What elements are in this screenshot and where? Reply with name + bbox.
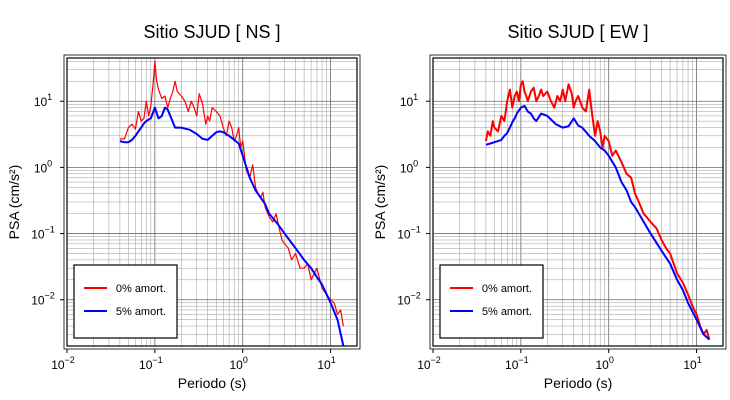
legend: 0% amort. 5% amort. (439, 264, 544, 339)
series-line-damping-5 (119, 106, 345, 347)
legend-label: 5% amort. (116, 306, 166, 318)
y-axis-label: PSA (cm/s²) (372, 165, 388, 240)
legend-label: 0% amort. (482, 283, 532, 295)
x-axis-label: Periodo (s) (178, 375, 246, 391)
legend: 0% amort. 5% amort. (73, 264, 178, 339)
series-line-damping-5 (485, 104, 711, 341)
x-tick-label: 100 (230, 355, 248, 372)
x-tick-label: 10−1 (505, 355, 529, 372)
legend-box (439, 264, 544, 339)
y-tick-label: 10−2 (397, 291, 421, 308)
x-tick-label: 100 (596, 355, 614, 372)
x-tick-label: 101 (317, 355, 335, 372)
y-tick-label: 101 (34, 92, 52, 109)
legend-label: 5% amort. (482, 306, 532, 318)
y-axis-label: PSA (cm/s²) (6, 165, 22, 240)
plot-frame (432, 57, 724, 347)
y-tick-label: 100 (400, 158, 418, 175)
chart-panel-1: 10−2 10−1 100 101 10−2 10−1 100 101 Sitio SJUD [… (6, 22, 361, 391)
plot-frame-outer (63, 54, 361, 350)
x-tick-label: 101 (683, 355, 701, 372)
y-tick-label: 10−1 (397, 225, 421, 242)
x-tick-label: 10−2 (51, 355, 75, 372)
series-line-damping-0 (119, 60, 344, 327)
legend-box (73, 264, 178, 339)
y-tick-label: 100 (34, 158, 52, 175)
chart-panel-2: 10−2 10−1 100 101 10−2 10−1 100 101 Sitio SJUD [… (372, 22, 727, 391)
x-tick-label: 10−1 (139, 355, 163, 372)
chart-title: Sitio SJUD [ NS ] (143, 22, 280, 42)
y-tick-label: 10−2 (31, 291, 55, 308)
grid (432, 58, 724, 347)
y-tick-label: 10−1 (31, 225, 55, 242)
x-tick-label: 10−2 (417, 355, 441, 372)
legend-label: 0% amort. (116, 283, 166, 295)
plot-frame-outer (429, 54, 727, 350)
x-axis-label: Periodo (s) (544, 375, 612, 391)
plot-frame (66, 57, 358, 347)
chart-title: Sitio SJUD [ EW ] (507, 22, 648, 42)
y-tick-label: 101 (400, 92, 418, 109)
series-line-damping-0 (484, 80, 711, 340)
